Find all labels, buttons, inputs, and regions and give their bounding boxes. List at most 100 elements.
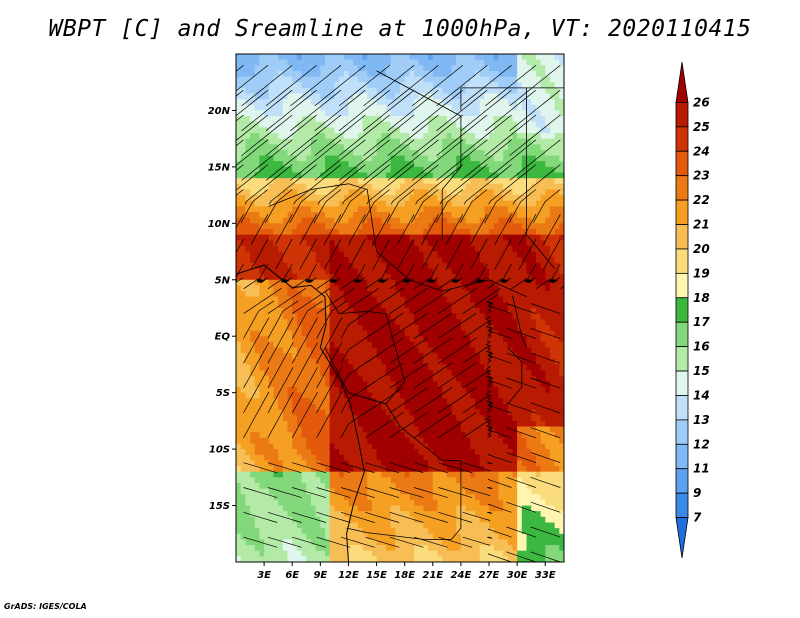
streamline	[487, 351, 512, 364]
streamline	[436, 65, 488, 107]
colorbar-swatch	[675, 419, 689, 445]
streamline	[462, 287, 501, 314]
streamline	[365, 412, 404, 439]
streamline	[365, 487, 400, 499]
colorbar-swatch	[675, 126, 689, 152]
streamline	[445, 214, 464, 245]
streamline	[438, 387, 477, 414]
streamline	[267, 278, 290, 290]
streamline	[323, 214, 342, 245]
streamline	[267, 511, 302, 523]
streamline	[487, 536, 493, 539]
streamline	[413, 278, 436, 290]
streamline	[265, 139, 317, 181]
streamline	[549, 263, 561, 284]
streamline	[413, 487, 448, 499]
streamline	[396, 214, 415, 245]
streamline	[243, 342, 270, 389]
streamline	[488, 164, 537, 205]
streamline	[415, 164, 464, 205]
colorbar-label: 15	[693, 364, 710, 378]
streamline	[535, 278, 558, 290]
streamline	[241, 89, 293, 132]
streamline	[462, 315, 491, 339]
lon-tick-label: 27E	[479, 570, 500, 581]
streamline	[316, 317, 343, 364]
lat-tick-label: 5S	[216, 388, 230, 399]
streamline	[316, 278, 339, 290]
streamline	[340, 462, 375, 474]
lon-tick-label: 9E	[313, 570, 327, 581]
lon-tick-label: 3E	[257, 570, 271, 581]
streamline	[313, 189, 342, 224]
lat-tick-label: 10N	[208, 219, 231, 230]
streamline	[316, 342, 343, 389]
streamline	[389, 487, 424, 499]
streamline	[411, 89, 464, 132]
streamline	[462, 511, 491, 521]
streamline	[530, 352, 561, 364]
streamline	[236, 164, 269, 191]
streamline	[267, 391, 294, 438]
streamline	[314, 114, 366, 156]
streamline	[413, 412, 453, 439]
streamline	[293, 164, 342, 205]
streamline	[436, 139, 488, 181]
streamline	[379, 263, 391, 284]
colorbar-label: 11	[693, 462, 710, 476]
colorbar-label: 21	[693, 218, 710, 232]
colorbar-swatch	[675, 321, 689, 348]
streamline	[487, 425, 512, 439]
lon-tick-label: 18E	[394, 570, 415, 581]
streamline	[530, 526, 561, 538]
streamline	[485, 114, 537, 156]
colorbar: 26 25 24 23 22 21 20 19 18 17 16 15 14 13 12 11 9 7	[675, 61, 710, 559]
streamline	[506, 501, 537, 513]
streamline	[363, 114, 415, 156]
streamline	[250, 238, 269, 270]
streamline	[348, 238, 366, 270]
streamline	[506, 377, 537, 389]
colorbar-swatch	[675, 370, 689, 396]
streamline	[389, 412, 428, 439]
streamline	[314, 139, 366, 181]
streamline	[530, 402, 561, 414]
streamline	[509, 139, 561, 181]
colorbar-label: 22	[693, 193, 710, 207]
streamline	[487, 511, 493, 514]
streamline	[396, 238, 415, 270]
streamline	[372, 238, 391, 270]
streamline	[530, 501, 561, 513]
colorbar-label: 20	[693, 242, 710, 256]
streamline	[511, 278, 534, 290]
streamline	[389, 511, 424, 523]
lat-tick-label: 20N	[208, 106, 231, 117]
streamline	[365, 462, 400, 474]
streamline	[299, 238, 317, 270]
streamline	[438, 536, 473, 548]
streamline	[389, 462, 424, 474]
streamline	[241, 114, 293, 156]
streamline	[316, 287, 355, 314]
streamline	[462, 340, 491, 364]
streamline	[338, 65, 390, 107]
streamline	[340, 356, 376, 389]
streamline	[267, 367, 294, 414]
streamline	[316, 391, 343, 438]
streamline	[508, 189, 537, 224]
streamline	[438, 362, 477, 389]
streamline	[340, 511, 375, 523]
streamline	[290, 114, 342, 156]
streamline	[389, 362, 428, 389]
lon-tick-label: 21E	[422, 570, 443, 581]
lon-tick-label: 6E	[285, 570, 299, 581]
streamline	[316, 462, 351, 474]
streamline	[460, 89, 512, 132]
streamline	[243, 536, 278, 548]
lat-tick-label: 10S	[209, 445, 230, 456]
colorbar-swatch	[675, 517, 689, 559]
streamline	[469, 214, 488, 245]
colorbar-label: 17	[693, 315, 710, 329]
streamline	[438, 278, 461, 290]
